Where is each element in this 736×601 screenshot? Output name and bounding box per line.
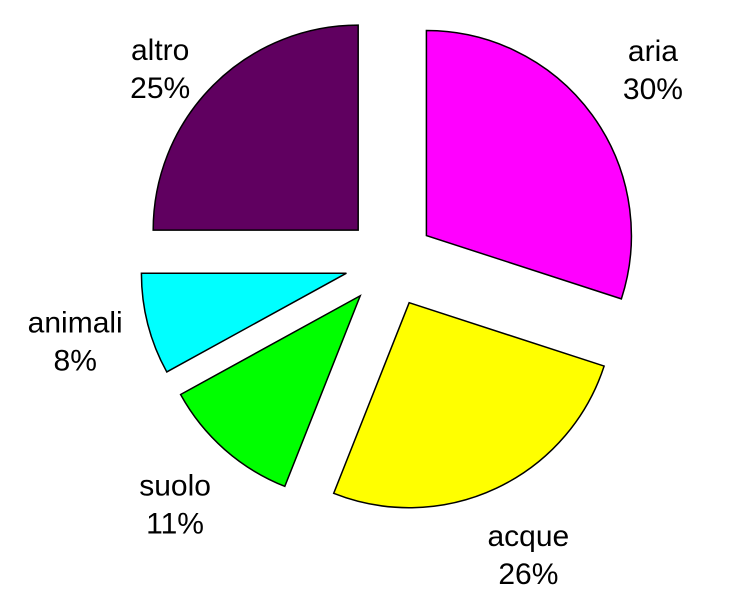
slice-value-label: 8% bbox=[54, 345, 97, 378]
pie-slice bbox=[140, 272, 347, 373]
pie-slice bbox=[332, 301, 606, 509]
slice-label: altro bbox=[131, 34, 189, 67]
slice-value-label: 30% bbox=[623, 73, 683, 106]
slice-value-label: 11% bbox=[146, 508, 204, 541]
pie-slice bbox=[152, 24, 359, 231]
slice-label: aria bbox=[628, 35, 678, 68]
pie-slice bbox=[179, 294, 362, 488]
slice-value-label: 25% bbox=[130, 72, 190, 105]
slice-value-label: 26% bbox=[498, 558, 558, 591]
slice-label: suolo bbox=[139, 470, 211, 503]
pie-slice bbox=[425, 29, 633, 300]
slice-label: animali bbox=[28, 307, 123, 340]
slice-label: acque bbox=[488, 520, 570, 553]
